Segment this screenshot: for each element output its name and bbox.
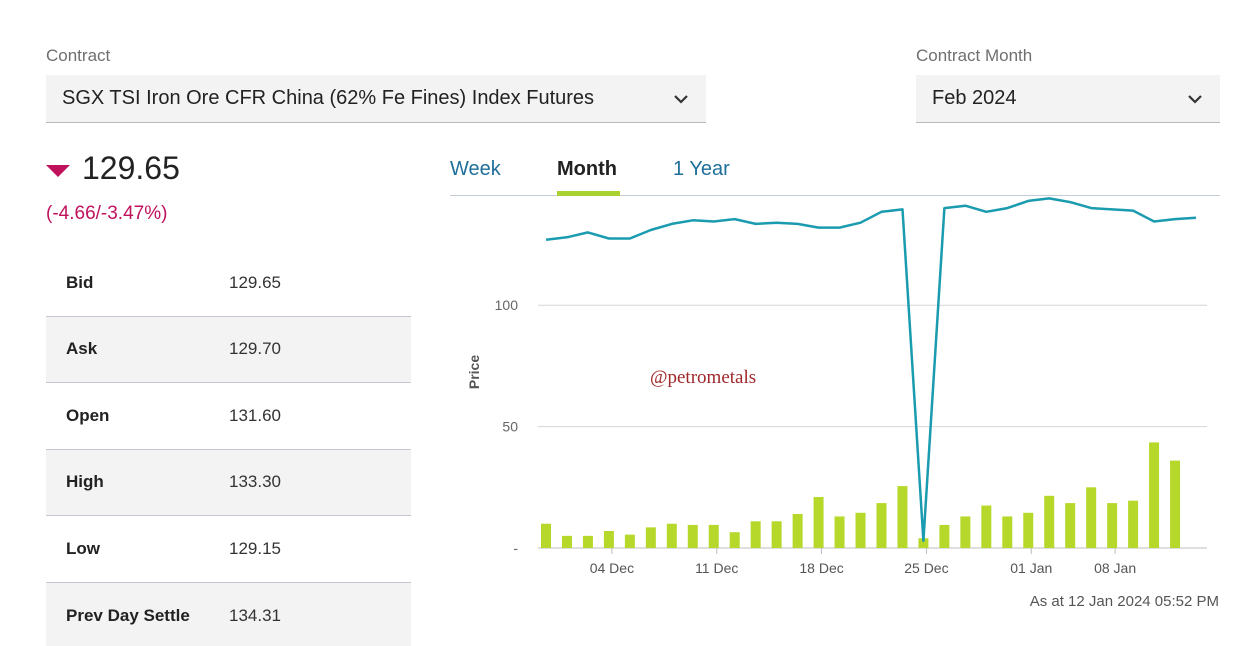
y-tick-label: 50 xyxy=(502,419,518,435)
x-tick-label: 18 Dec xyxy=(799,560,843,576)
stat-value: 129.15 xyxy=(229,538,281,558)
volume-bar xyxy=(729,532,740,548)
volume-bar xyxy=(687,524,698,548)
watermark: @petrometals xyxy=(650,367,756,388)
volume-bar xyxy=(561,535,572,548)
stat-row-bid: Bid 129.65 xyxy=(46,250,411,317)
volume-bar xyxy=(750,521,761,548)
last-price-row: 129.65 xyxy=(46,150,180,187)
volume-bar xyxy=(939,524,950,548)
contract-select[interactable]: SGX TSI Iron Ore CFR China (62% Fe Fines… xyxy=(46,75,706,123)
volume-bar xyxy=(876,503,887,548)
contract-select-value: SGX TSI Iron Ore CFR China (62% Fe Fines… xyxy=(62,87,595,109)
volume-bar xyxy=(918,538,929,548)
volume-bar xyxy=(1107,503,1118,548)
stat-value: 133.30 xyxy=(229,472,281,492)
volume-bar xyxy=(666,523,677,548)
as-at-timestamp: As at 12 Jan 2024 05:52 PM xyxy=(1029,593,1219,610)
stat-name: Bid xyxy=(66,272,94,292)
chevron-down-icon xyxy=(1188,95,1202,104)
volume-bar xyxy=(1023,512,1034,548)
volume-bar xyxy=(1128,500,1139,548)
stat-value: 131.60 xyxy=(229,405,281,425)
stat-row-high: High 133.30 xyxy=(46,449,411,516)
active-tab-indicator xyxy=(557,191,620,196)
volume-bar xyxy=(1170,460,1181,548)
x-tick-label: 11 Dec xyxy=(695,560,738,576)
stat-row-low: Low 129.15 xyxy=(46,516,411,583)
stats-table: Bid 129.65 Ask 129.70 Open 131.60 High 1… xyxy=(46,250,411,646)
stat-value: 129.70 xyxy=(229,339,281,359)
price-line xyxy=(545,197,1197,542)
price-change: (-4.66/-3.47%) xyxy=(46,203,168,224)
last-price: 129.65 xyxy=(82,150,180,186)
stat-name: Open xyxy=(66,405,110,425)
y-tick-label: - xyxy=(513,540,518,556)
contract-month-value: Feb 2024 xyxy=(932,87,1017,109)
volume-bar xyxy=(1086,487,1097,548)
volume-bar xyxy=(541,523,551,548)
volume-bar xyxy=(582,535,593,548)
volume-bar xyxy=(855,512,866,548)
x-tick-label: 25 Dec xyxy=(904,560,948,576)
volume-bar xyxy=(771,521,782,548)
contract-month-label: Contract Month xyxy=(916,46,1033,65)
x-tick-label: 04 Dec xyxy=(590,560,634,576)
stat-name: High xyxy=(66,472,104,492)
stat-name: Low xyxy=(66,538,100,558)
stat-row-open: Open 131.60 xyxy=(46,383,411,450)
stat-name: Prev Day Settle xyxy=(66,605,190,625)
stat-value: 129.65 xyxy=(229,272,281,292)
volume-bar xyxy=(897,486,908,548)
volume-bar xyxy=(792,514,803,548)
volume-bar xyxy=(1044,495,1055,548)
contract-label: Contract xyxy=(46,46,111,65)
tab-1-year[interactable]: 1 Year xyxy=(673,158,730,180)
contract-month-select[interactable]: Feb 2024 xyxy=(916,75,1220,123)
tab-week[interactable]: Week xyxy=(450,158,501,180)
tab-month[interactable]: Month xyxy=(557,158,617,180)
volume-bar xyxy=(624,534,635,548)
volume-bar xyxy=(645,527,656,548)
down-triangle-icon xyxy=(46,164,70,177)
y-axis-label: Price xyxy=(466,355,482,389)
period-tabs: Week Month 1 Year xyxy=(450,150,1220,196)
volume-bar xyxy=(1149,442,1160,548)
volume-bar xyxy=(1002,516,1013,548)
x-tick-label: 01 Jan xyxy=(1010,560,1052,576)
x-tick-label: 08 Jan xyxy=(1094,560,1136,576)
chevron-down-icon xyxy=(674,95,688,104)
volume-bar xyxy=(1065,503,1076,548)
stat-row-ask: Ask 129.70 xyxy=(46,316,411,383)
volume-bar xyxy=(981,505,992,548)
price-chart: - 50 100 Price 04 Dec 11 Dec 18 Dec 25 Dec 01 Ja… xyxy=(466,197,1207,576)
volume-bar xyxy=(603,531,614,548)
y-tick-label: 100 xyxy=(495,297,519,313)
volume-bar xyxy=(813,497,824,548)
stat-row-prev-settle: Prev Day Settle 134.31 xyxy=(46,582,411,646)
stat-name: Ask xyxy=(66,339,98,359)
volume-bar xyxy=(708,524,719,548)
stat-value: 134.31 xyxy=(229,605,281,625)
volume-bar xyxy=(960,516,971,548)
volume-bar xyxy=(834,516,845,548)
